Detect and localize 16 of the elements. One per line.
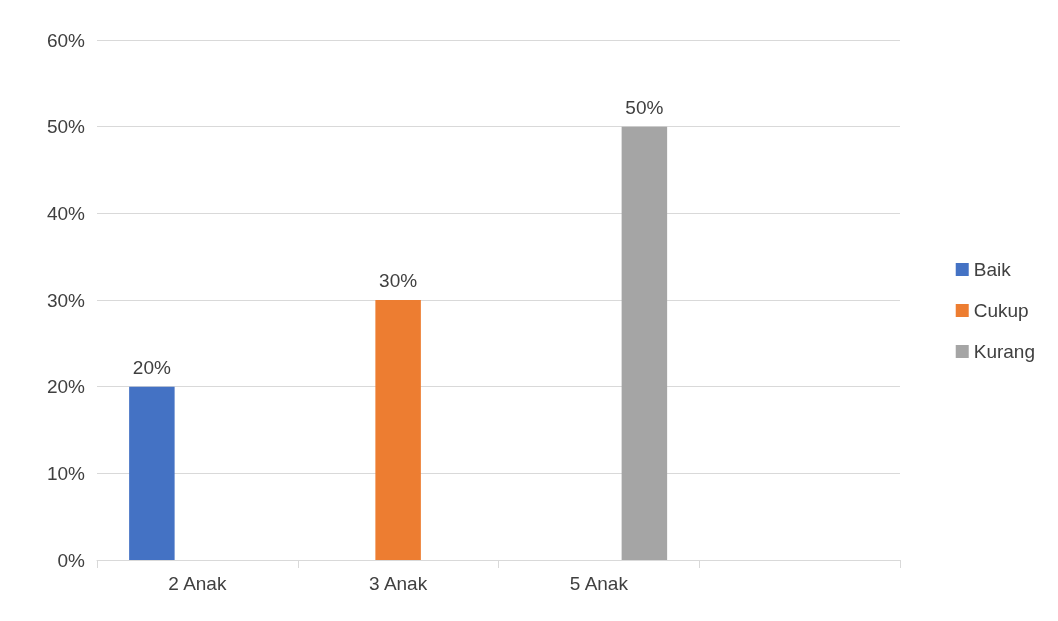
legend-label: Cukup bbox=[973, 300, 1029, 321]
y-tick-label: 60% bbox=[46, 29, 86, 51]
data-label: 30% bbox=[379, 270, 418, 291]
x-tick-label: 5 Anak bbox=[569, 573, 629, 594]
y-tick-label: 10% bbox=[46, 462, 86, 484]
y-tick-label: 40% bbox=[46, 202, 86, 224]
data-label: 50% bbox=[625, 96, 664, 118]
data-label: 20% bbox=[132, 356, 171, 378]
y-tick-label: 0% bbox=[57, 549, 86, 571]
legend-label: Kurang bbox=[973, 341, 1036, 362]
x-tick-label: 2 Anak bbox=[168, 573, 227, 594]
legend-label: Baik bbox=[973, 259, 1012, 280]
x-tick-label: 3 Anak bbox=[369, 573, 428, 594]
y-tick-label: 30% bbox=[46, 289, 86, 311]
y-tick-label: 50% bbox=[46, 116, 86, 138]
y-tick-label: 20% bbox=[46, 376, 86, 398]
